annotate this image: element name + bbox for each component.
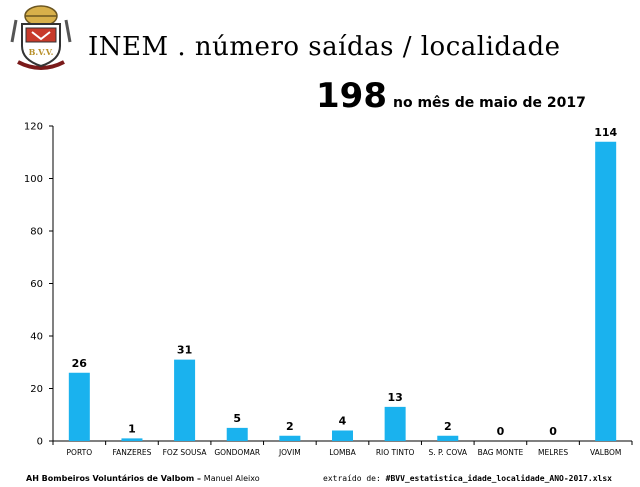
bars xyxy=(68,141,617,441)
x-tick-label: S. P. COVA xyxy=(429,448,468,457)
y-tick-label: 120 xyxy=(24,122,43,133)
y-tick-label: 60 xyxy=(30,279,43,290)
bar xyxy=(437,435,459,441)
crest-logo: B.V.V. xyxy=(10,5,72,70)
y-tick-label: 40 xyxy=(30,332,43,343)
y-tick-label: 0 xyxy=(37,437,43,448)
x-axis: PORTO FANZERES FOZ SOUSA GONDOMAR JOVIM LOMBA… xyxy=(52,440,633,457)
x-tick-label: RIO TINTO xyxy=(376,448,415,457)
bar xyxy=(226,427,248,441)
data-label: 0 xyxy=(549,425,557,438)
bar xyxy=(332,430,353,441)
y-tick-label: 80 xyxy=(30,227,43,238)
data-label: 5 xyxy=(233,412,241,425)
data-label: 0 xyxy=(497,425,505,438)
bar xyxy=(279,435,301,441)
bar xyxy=(595,141,617,441)
footer-separator: – xyxy=(194,474,204,483)
footer-source-prefix: extraído de: xyxy=(323,474,386,483)
total-summary: 198 no mês de maio de 2017 xyxy=(316,76,586,116)
data-label: 114 xyxy=(594,126,617,139)
footer-source-file: #BVV_estatistica_idade_localidade_ANO-20… xyxy=(385,474,612,483)
data-label: 2 xyxy=(286,420,294,433)
x-tick-label: FANZERES xyxy=(112,448,151,457)
total-value: 198 xyxy=(316,76,387,116)
data-label: 31 xyxy=(177,344,192,357)
x-tick-label: BAG MONTE xyxy=(478,448,524,457)
x-tick-label: JOVIM xyxy=(278,448,301,457)
data-label: 13 xyxy=(387,391,402,404)
bar xyxy=(174,359,196,441)
footer-author: Manuel Aleixo xyxy=(203,474,260,483)
x-tick-label: MELRES xyxy=(538,448,568,457)
footer-credit: AH Bombeiros Voluntários de Valbom – Man… xyxy=(26,474,260,483)
data-label: 1 xyxy=(128,422,136,435)
total-label: no mês de maio de 2017 xyxy=(392,95,586,111)
x-tick-label: PORTO xyxy=(67,448,93,457)
x-tick-label: LOMBA xyxy=(329,448,356,457)
data-label: 2 xyxy=(444,420,452,433)
footer-source: extraído de: #BVV_estatistica_idade_loca… xyxy=(323,474,612,483)
y-tick-label: 20 xyxy=(30,384,43,395)
bar xyxy=(121,438,143,441)
data-label: 26 xyxy=(72,357,88,370)
bar xyxy=(384,406,406,441)
y-tick-label: 100 xyxy=(24,174,43,185)
data-label: 4 xyxy=(339,415,347,428)
x-tick-label: FOZ SOUSA xyxy=(163,448,208,457)
bar xyxy=(68,372,90,441)
footer-org: AH Bombeiros Voluntários de Valbom xyxy=(26,474,195,483)
x-tick-label: GONDOMAR xyxy=(214,448,260,457)
crest-text: B.V.V. xyxy=(29,47,54,57)
y-axis: 0 20 40 60 80 100 120 xyxy=(24,122,54,448)
page-title: INEM . número saídas / localidade xyxy=(88,32,561,62)
x-tick-label: VALBOM xyxy=(590,448,621,457)
